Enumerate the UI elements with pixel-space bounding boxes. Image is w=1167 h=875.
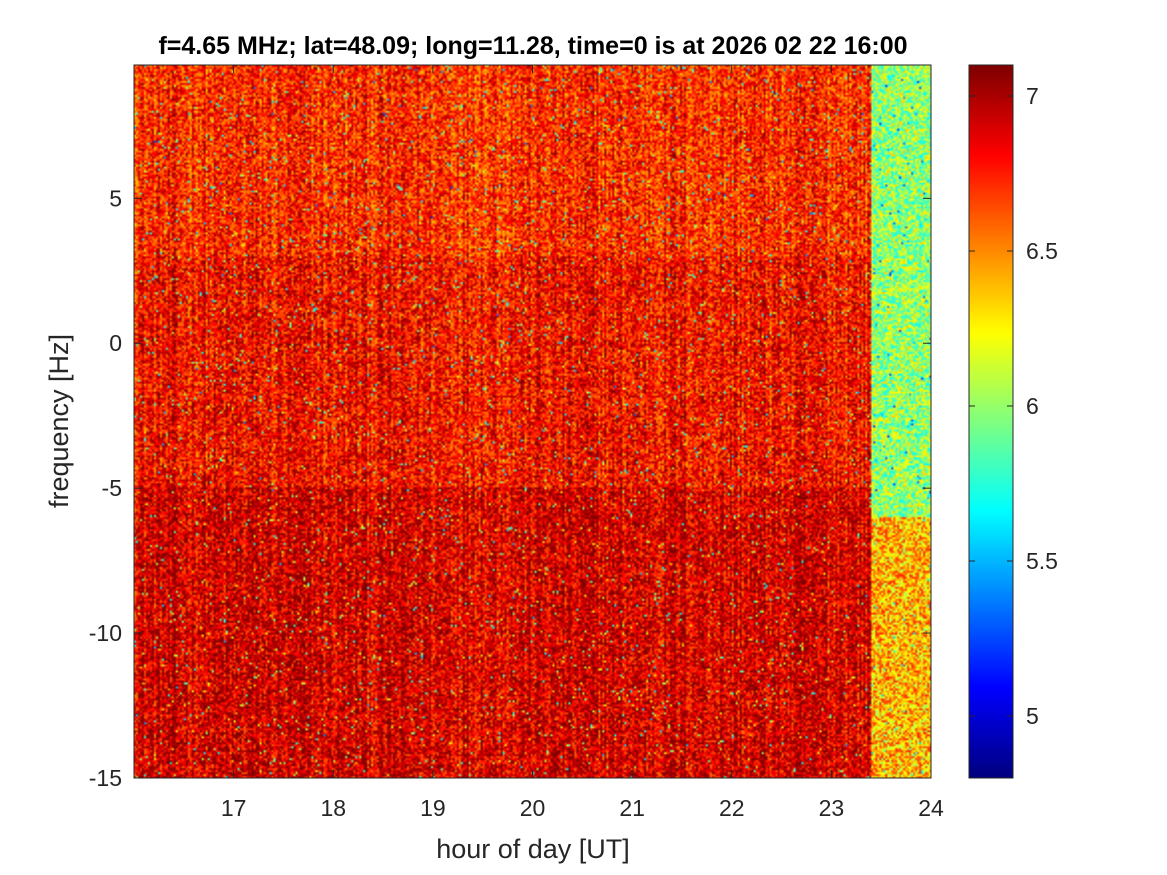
x-tick-label: 20 (520, 795, 546, 821)
x-axis: 17 18 19 20 21 22 23 24 (221, 65, 944, 821)
heatmap-image (134, 65, 931, 778)
colorbar-tick-label: 5.5 (1026, 548, 1058, 574)
x-tick-label: 23 (819, 795, 845, 821)
y-tick-label: -10 (89, 620, 122, 646)
colorbar-ticks: 5 5.5 6 6.5 7 (969, 83, 1058, 729)
colorbar-tick-label: 5 (1026, 703, 1039, 729)
colorbar-frame (968, 64, 1014, 779)
y-tick-label: -5 (102, 475, 122, 501)
y-tick-label: -15 (89, 765, 122, 791)
y-tick-label: 0 (109, 330, 122, 356)
x-tick-label: 19 (420, 795, 446, 821)
x-tick-label: 24 (918, 795, 944, 821)
colorbar-gradient (969, 65, 1013, 778)
colorbar-tick-label: 6 (1026, 393, 1039, 419)
y-axis-label: frequency [Hz] (44, 334, 74, 508)
x-tick-label: 22 (719, 795, 745, 821)
y-tick-label: 5 (109, 185, 122, 211)
y-axis: -15 -10 -5 0 5 (89, 185, 931, 791)
x-tick-label: 21 (619, 795, 645, 821)
colorbar-tick-label: 6.5 (1026, 238, 1058, 264)
colorbar: 5 5.5 6 6.5 7 (968, 64, 1058, 779)
colorbar-tick-label: 7 (1026, 83, 1039, 109)
x-axis-label: hour of day [UT] (436, 834, 630, 864)
plot-area (133, 64, 932, 779)
x-tick-label: 17 (221, 795, 247, 821)
chart-title: f=4.65 MHz; lat=48.09; long=11.28, time=… (158, 32, 907, 60)
x-tick-label: 18 (320, 795, 346, 821)
